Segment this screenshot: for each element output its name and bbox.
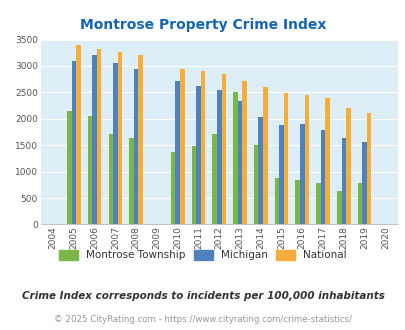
Bar	[171, 151, 175, 224]
Bar	[67, 111, 71, 224]
Legend: Montrose Township, Michigan, National: Montrose Township, Michigan, National	[59, 250, 346, 260]
Bar	[212, 134, 216, 224]
Bar	[232, 92, 237, 224]
Bar	[253, 145, 258, 224]
Bar	[304, 94, 309, 224]
Bar	[362, 142, 366, 224]
Bar	[237, 101, 242, 224]
Text: Montrose Property Crime Index: Montrose Property Crime Index	[80, 18, 325, 32]
Text: Crime Index corresponds to incidents per 100,000 inhabitants: Crime Index corresponds to incidents per…	[21, 291, 384, 301]
Bar	[357, 183, 362, 224]
Bar	[134, 69, 138, 224]
Bar	[196, 86, 200, 224]
Bar	[216, 90, 221, 224]
Bar	[258, 117, 262, 224]
Bar	[117, 52, 122, 224]
Bar	[191, 146, 196, 224]
Bar	[366, 113, 371, 224]
Bar	[108, 134, 113, 224]
Bar	[92, 55, 97, 224]
Bar	[315, 183, 320, 224]
Bar	[324, 98, 329, 224]
Bar	[299, 123, 304, 224]
Bar	[175, 81, 179, 224]
Bar	[274, 179, 279, 224]
Bar	[279, 125, 283, 224]
Bar	[71, 61, 76, 224]
Bar	[97, 49, 101, 224]
Bar	[138, 55, 143, 224]
Bar	[295, 180, 299, 224]
Bar	[262, 87, 267, 224]
Bar	[345, 108, 350, 224]
Bar	[242, 81, 246, 224]
Bar	[336, 191, 341, 224]
Bar	[200, 71, 205, 224]
Text: © 2025 CityRating.com - https://www.cityrating.com/crime-statistics/: © 2025 CityRating.com - https://www.city…	[54, 315, 351, 324]
Bar	[113, 63, 117, 224]
Bar	[341, 138, 345, 224]
Bar	[129, 138, 134, 224]
Bar	[87, 116, 92, 224]
Bar	[320, 130, 324, 224]
Bar	[76, 45, 81, 224]
Bar	[179, 69, 184, 224]
Bar	[283, 93, 288, 224]
Bar	[221, 74, 226, 224]
